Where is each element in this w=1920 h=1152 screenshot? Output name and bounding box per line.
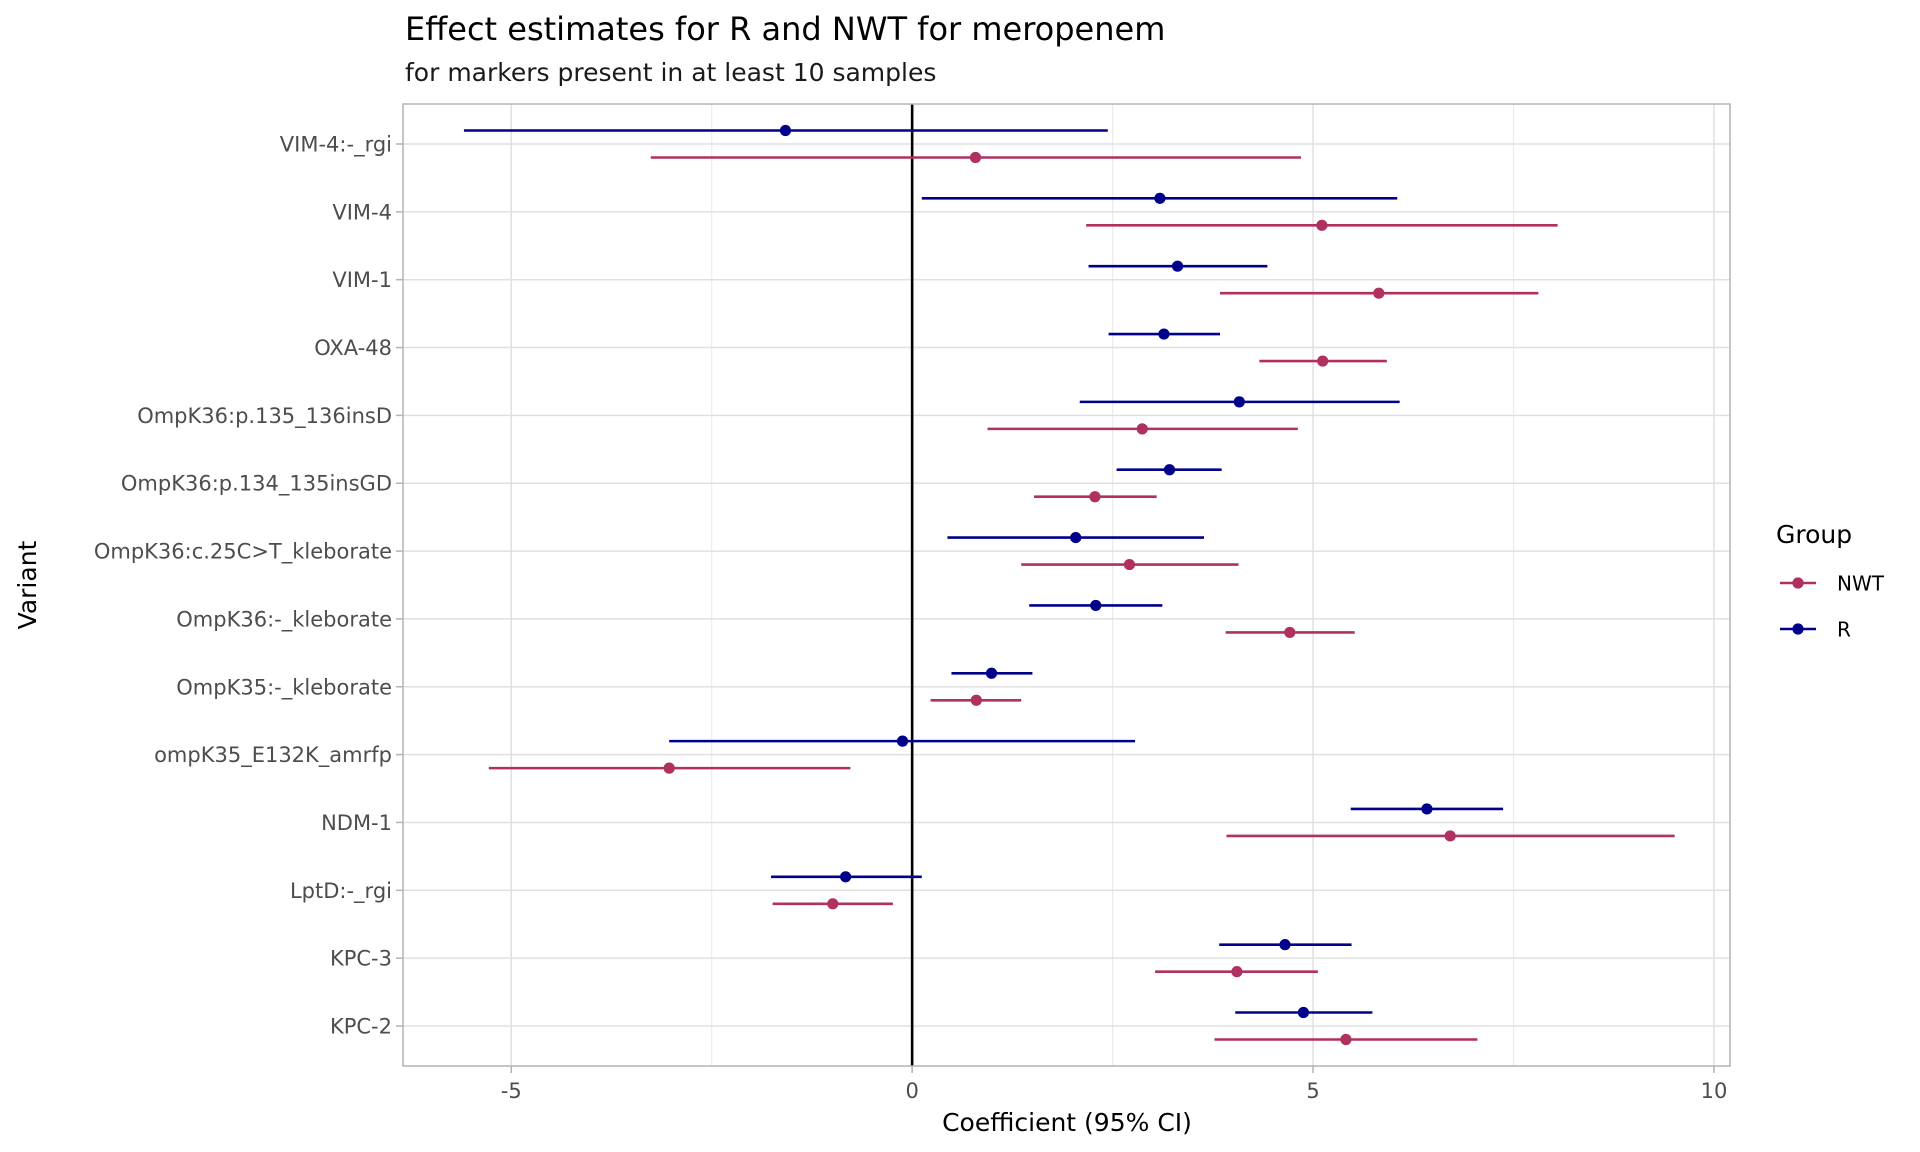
x-axis: -5 0 5 10 — [501, 1066, 1728, 1103]
x-tick-label: -5 — [501, 1079, 522, 1103]
estimate-point — [1171, 260, 1184, 272]
estimate-point — [779, 124, 792, 137]
estimate-point — [1317, 355, 1329, 367]
legend-key-point — [1792, 577, 1804, 589]
y-tick-label: OmpK35:-_kleborate — [176, 675, 392, 700]
x-tick-label: 5 — [1306, 1079, 1319, 1103]
estimate-point — [1444, 830, 1456, 842]
plot-panel — [402, 103, 1731, 1067]
legend-key-point — [1792, 623, 1804, 635]
estimate-point — [1284, 626, 1296, 639]
minor-gridlines — [711, 104, 1515, 1066]
y-tick-label: VIM-4:-_rgi — [280, 133, 392, 158]
estimate-point — [663, 762, 675, 774]
estimate-point — [1163, 464, 1176, 476]
y-tick-label: OmpK36:p.134_135insGD — [121, 472, 392, 497]
estimate-point — [1231, 966, 1243, 978]
legend-title: Group — [1776, 520, 1852, 549]
y-tick-label: KPC-3 — [330, 947, 392, 971]
estimate-point — [1158, 328, 1170, 340]
estimate-point — [969, 151, 982, 164]
estimate-point — [1089, 491, 1101, 503]
x-tick-label: 10 — [1701, 1079, 1728, 1103]
y-tick-label: OmpK36:p.135_136insD — [137, 404, 392, 429]
legend-item-r: R — [1780, 618, 1851, 642]
y-tick-label: VIM-1 — [332, 268, 392, 292]
legend-item-nwt: NWT — [1780, 572, 1885, 596]
x-tick-label: 0 — [905, 1079, 918, 1103]
series-nwt — [488, 151, 1675, 1046]
estimate-point — [1233, 396, 1245, 408]
y-tick-label: VIM-4 — [332, 200, 392, 224]
y-tick-label: NDM-1 — [321, 811, 392, 835]
estimate-point — [1340, 1033, 1352, 1046]
major-gridlines — [403, 104, 1730, 1066]
estimate-marks — [463, 124, 1675, 1046]
estimate-point — [985, 667, 998, 679]
estimate-point — [1279, 939, 1291, 951]
legend-label: R — [1837, 618, 1851, 642]
y-tick-label: KPC-2 — [330, 1015, 392, 1039]
estimate-point — [896, 735, 909, 747]
estimate-point — [840, 871, 852, 883]
estimate-point — [1316, 219, 1328, 231]
estimate-point — [827, 898, 839, 910]
y-tick-label: LptD:-_rgi — [290, 879, 392, 904]
y-tick-label: ompK35_E132K_amrfp — [154, 743, 392, 768]
chart-title: Effect estimates for R and NWT for merop… — [405, 10, 1165, 48]
estimate-point — [1297, 1006, 1310, 1019]
y-axis: VIM-4:-_rgi VIM-4 VIM-1 OXA-48 OmpK36:p.135_… — [94, 133, 403, 1039]
estimate-point — [1136, 423, 1148, 435]
estimate-point — [1373, 287, 1385, 299]
panel-border — [402, 103, 1731, 1067]
estimate-point — [1421, 803, 1433, 815]
estimate-point — [1070, 531, 1082, 544]
y-tick-label: OmpK36:-_kleborate — [176, 607, 392, 632]
estimate-point — [1090, 599, 1102, 612]
y-tick-label: OXA-48 — [314, 336, 392, 360]
y-tick-label: OmpK36:c.25C>T_kleborate — [94, 540, 392, 565]
estimate-point — [1123, 558, 1136, 571]
series-r — [463, 124, 1504, 1019]
legend-label: NWT — [1837, 572, 1885, 596]
estimate-point — [1154, 192, 1166, 204]
panel-background — [403, 104, 1730, 1066]
legend: Group NWT R — [1776, 520, 1885, 642]
y-axis-title: Variant — [13, 540, 42, 629]
estimate-point — [970, 694, 982, 706]
x-axis-title: Coefficient (95% CI) — [942, 1108, 1192, 1137]
chart-subtitle: for markers present in at least 10 sampl… — [405, 58, 936, 87]
